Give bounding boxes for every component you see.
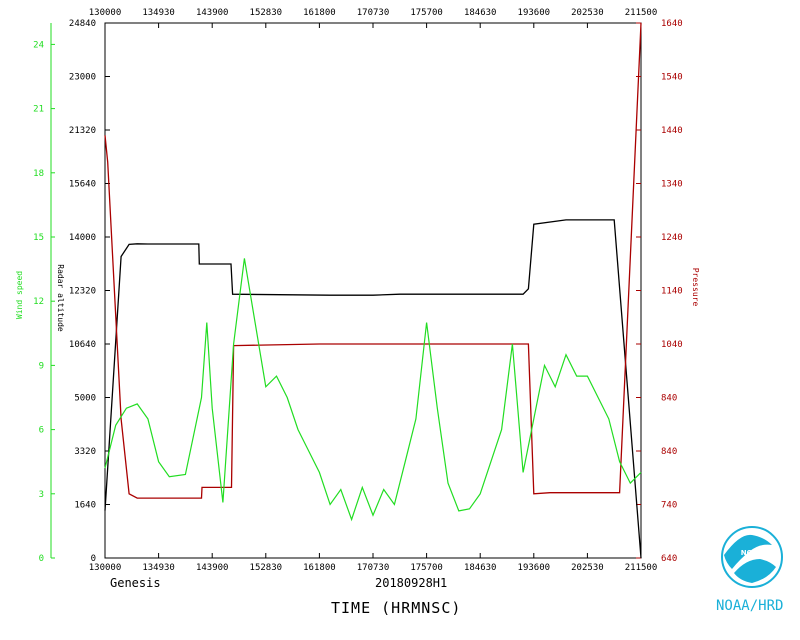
altitude-axis-title: Radar altitude xyxy=(56,264,65,332)
caption-mission-id: 20180928H1 xyxy=(375,576,448,590)
pressure-axis-tick-label: 1440 xyxy=(661,126,683,136)
pressure-axis-tick-label: 1240 xyxy=(661,233,683,243)
x-tick-label-bottom: 170730 xyxy=(357,563,390,573)
wind-axis-tick-label: 6 xyxy=(39,426,44,436)
altitude-axis-tick-label: 15640 xyxy=(69,180,96,190)
altitude-axis-tick-label: 21320 xyxy=(69,126,96,136)
noaa-logo: NOAA xyxy=(721,526,783,588)
x-tick-label-top: 152830 xyxy=(250,8,283,18)
x-tick-label-top: 130000 xyxy=(89,8,122,18)
pressure-axis-tick-label: 640 xyxy=(661,554,677,564)
altitude-axis-tick-label: 10640 xyxy=(69,340,96,350)
caption-genesis: Genesis xyxy=(110,576,161,590)
wind-axis-tick-label: 12 xyxy=(33,297,44,307)
wind-axis-tick-label: 21 xyxy=(33,105,44,115)
wind-axis-tick-label: 3 xyxy=(39,490,44,500)
x-tick-label-top: 143900 xyxy=(196,8,229,18)
x-tick-label-bottom: 134930 xyxy=(142,563,175,573)
wind-axis-tick-label: 15 xyxy=(33,233,44,243)
x-tick-label-bottom: 184630 xyxy=(464,563,497,573)
wind-axis-tick-label: 24 xyxy=(33,40,44,50)
x-tick-label-bottom: 202530 xyxy=(571,563,604,573)
altitude-axis-tick-label: 24840 xyxy=(69,19,96,29)
x-tick-label-bottom: 161800 xyxy=(303,563,336,573)
svg-text:NOAA: NOAA xyxy=(741,549,764,557)
x-tick-label-bottom: 193600 xyxy=(518,563,551,573)
series-line-altitude xyxy=(104,219,642,559)
altitude-axis-tick-label: 5000 xyxy=(74,394,96,404)
pressure-axis-tick-label: 840 xyxy=(661,394,677,404)
x-tick-label-top: 193600 xyxy=(518,8,551,18)
pressure-axis-tick-label: 1140 xyxy=(661,287,683,297)
wind-axis-tick-label: 0 xyxy=(39,554,44,564)
pressure-axis-tick-label: 1640 xyxy=(661,19,683,29)
wind-axis-tick-label: 9 xyxy=(39,361,44,371)
pressure-axis-tick-label: 1540 xyxy=(661,73,683,83)
x-tick-label-top: 161800 xyxy=(303,8,336,18)
x-tick-label-bottom: 130000 xyxy=(89,563,122,573)
x-tick-label-bottom: 175700 xyxy=(410,563,443,573)
x-tick-label-top: 211500 xyxy=(625,8,658,18)
x-axis-title: TIME (HRMNSC) xyxy=(331,599,462,617)
series-line-pressure xyxy=(104,22,642,499)
altitude-axis-tick-label: 3320 xyxy=(74,447,96,457)
altitude-axis-tick-label: 14000 xyxy=(69,233,96,243)
wind-axis-tick-label: 18 xyxy=(33,169,44,179)
wind-axis-title: Wind speed xyxy=(15,271,24,319)
pressure-axis-tick-label: 1040 xyxy=(661,340,683,350)
series-line-wind xyxy=(104,258,642,522)
altitude-axis-tick-label: 1640 xyxy=(74,501,96,511)
x-tick-label-bottom: 152830 xyxy=(250,563,283,573)
pressure-axis-title: Pressure xyxy=(691,268,700,307)
x-tick-label-top: 134930 xyxy=(142,8,175,18)
x-tick-label-top: 184630 xyxy=(464,8,497,18)
altitude-axis-tick-label: 0 xyxy=(91,554,96,564)
plot-frame xyxy=(104,22,642,559)
pressure-axis-tick-label: 840 xyxy=(661,447,677,457)
x-tick-label-top: 175700 xyxy=(410,8,443,18)
pressure-axis-tick-label: 740 xyxy=(661,501,677,511)
x-tick-label-bottom: 211500 xyxy=(625,563,658,573)
pressure-axis-tick-label: 1340 xyxy=(661,180,683,190)
altitude-axis-tick-label: 12320 xyxy=(69,287,96,297)
x-tick-label-top: 170730 xyxy=(357,8,390,18)
credit-label: NOAA/HRD xyxy=(716,598,784,614)
x-tick-label-top: 202530 xyxy=(571,8,604,18)
altitude-axis-tick-label: 23000 xyxy=(69,73,96,83)
x-tick-label-bottom: 143900 xyxy=(196,563,229,573)
